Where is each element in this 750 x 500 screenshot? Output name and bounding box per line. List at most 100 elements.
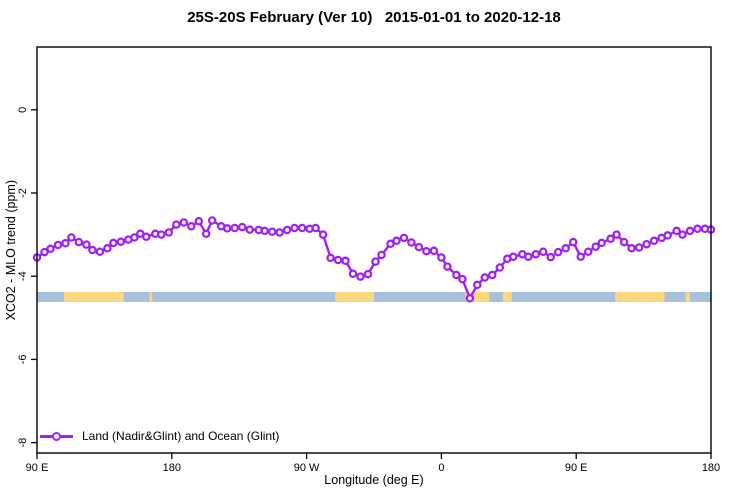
data-point-marker: [201, 229, 211, 239]
data-point-marker: [458, 274, 467, 284]
data-point-marker: [576, 252, 585, 261]
data-point-marker: [495, 263, 505, 272]
data-point-marker: [627, 244, 636, 253]
data-point-marker: [473, 280, 482, 290]
data-point-marker: [245, 225, 254, 234]
data-point-marker: [488, 270, 497, 280]
data-point-marker: [437, 253, 446, 262]
map-strip-land-patch: [63, 292, 124, 302]
x-tick-label: 90 E: [26, 462, 49, 474]
data-point-marker: [429, 246, 439, 256]
data-point-marker: [422, 246, 431, 256]
y-tick-label: -8: [17, 438, 29, 448]
data-point-marker: [130, 233, 139, 242]
data-point-marker: [531, 249, 541, 259]
data-point-marker: [509, 252, 518, 261]
data-point-marker: [164, 228, 174, 237]
map-strip-land-patch: [615, 292, 665, 302]
data-point-marker: [649, 236, 659, 246]
data-point-marker: [561, 244, 570, 253]
data-point-marker: [546, 252, 555, 262]
x-tick-label: 90 E: [565, 462, 588, 474]
data-point-marker: [260, 226, 269, 236]
data-point-marker: [230, 223, 239, 233]
data-point-marker: [583, 247, 593, 256]
data-point-marker: [95, 247, 105, 256]
data-point-marker: [678, 230, 687, 239]
data-point-marker: [207, 216, 217, 225]
plot-box-border: [36, 46, 712, 454]
data-point-marker: [634, 243, 644, 252]
data-point-marker: [282, 225, 292, 235]
y-tick-label: -6: [17, 355, 29, 365]
map-strip-land-patch: [685, 292, 691, 302]
data-point-marker: [275, 228, 284, 237]
data-point-marker: [116, 237, 126, 246]
data-point-marker: [103, 244, 112, 253]
data-point-marker: [685, 226, 695, 236]
data-point-marker: [267, 227, 277, 236]
y-tick-label: 0: [17, 107, 29, 113]
data-point-marker: [74, 237, 84, 247]
x-tick-label: 180: [702, 462, 720, 474]
data-point-marker: [407, 238, 416, 247]
data-point-marker: [187, 222, 196, 231]
data-point-marker: [606, 234, 615, 244]
data-point-marker: [663, 231, 672, 240]
map-strip-land-patch: [149, 292, 153, 302]
data-point-marker: [142, 232, 151, 241]
data-point-marker: [480, 273, 490, 282]
data-point-marker: [341, 256, 350, 266]
data-point-marker: [591, 242, 600, 251]
x-tick-label: 180: [163, 462, 181, 474]
data-point-marker: [597, 238, 606, 248]
data-point-marker: [348, 269, 358, 278]
y-axis-label: XCO2 - MLO trend (ppm): [0, 47, 22, 453]
data-point-marker: [452, 270, 461, 280]
data-point-marker: [672, 226, 681, 236]
legend-label: Land (Nadir&Glint) and Ocean (Glint): [82, 429, 280, 443]
data-point-marker: [619, 237, 629, 247]
data-point-marker: [333, 255, 343, 265]
data-point-marker: [392, 236, 401, 246]
data-point-marker: [326, 253, 335, 263]
map-strip-land-patch: [335, 292, 374, 302]
data-point-marker: [297, 223, 307, 233]
data-point-marker: [290, 223, 299, 233]
data-point-marker: [465, 294, 475, 303]
x-tick-label: 0: [438, 462, 444, 474]
y-axis-label-text: XCO2 - MLO trend (ppm): [4, 179, 18, 321]
data-point-marker: [363, 269, 373, 279]
data-point-marker: [568, 237, 578, 247]
data-point-marker: [61, 239, 70, 248]
data-point-marker: [311, 223, 320, 233]
data-point-marker: [109, 238, 118, 248]
data-point-marker: [642, 239, 651, 249]
data-point-marker: [612, 230, 621, 239]
legend-circle-icon: [52, 431, 61, 441]
data-point-marker: [179, 218, 189, 227]
data-point-marker: [377, 250, 386, 260]
data-point-marker: [237, 222, 247, 232]
y-tick-label: -4: [17, 271, 29, 281]
data-point-marker: [46, 244, 55, 254]
data-point-marker: [524, 252, 533, 261]
data-point-marker: [693, 224, 702, 234]
y-tick-label: -2: [17, 188, 29, 198]
legend: Land (Nadir&Glint) and Ocean (Glint): [40, 429, 279, 443]
data-point-marker: [538, 247, 548, 256]
data-point-marker: [53, 240, 63, 250]
x-axis-label: Longitude (deg E): [324, 473, 424, 487]
data-point-marker: [172, 220, 181, 229]
data-point-marker: [40, 247, 49, 257]
data-point-marker: [553, 247, 563, 257]
x-tick-label: 90 W: [294, 462, 320, 474]
legend-series-marker-icon: [40, 430, 73, 443]
data-point-marker: [194, 217, 204, 226]
map-strip-land-patch: [502, 292, 512, 302]
data-point-marker: [443, 262, 452, 271]
data-point-marker: [88, 245, 97, 255]
data-point-marker: [356, 272, 365, 281]
